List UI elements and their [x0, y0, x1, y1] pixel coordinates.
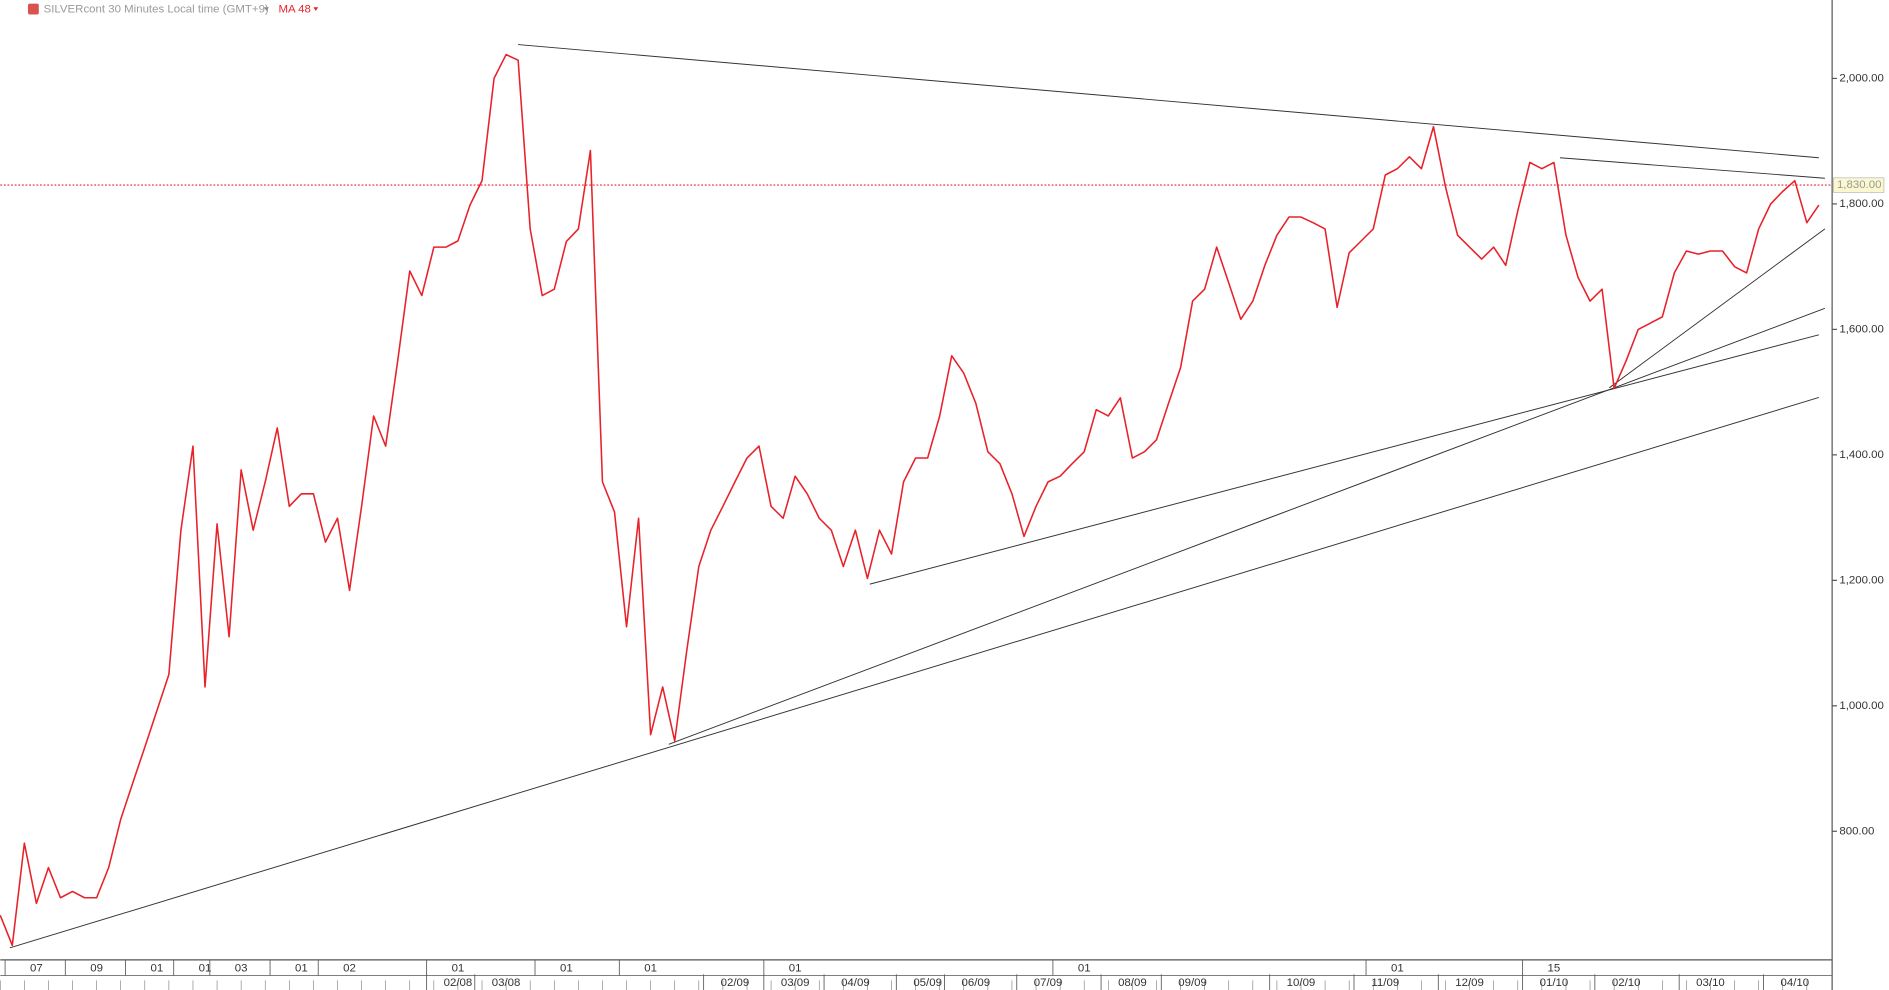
y-tick-label: 1,400.00	[1839, 449, 1884, 461]
symbol-icon[interactable]	[27, 3, 39, 15]
x-tick-label: 10/09	[1287, 977, 1316, 989]
x-tick-label: 01	[452, 962, 465, 974]
dropdown-arrow[interactable]	[313, 7, 319, 11]
trendline[interactable]	[1609, 228, 1826, 389]
y-tick-label: 800.00	[1839, 825, 1874, 837]
x-tick-label: 01	[1391, 962, 1404, 974]
trendline[interactable]	[869, 334, 1820, 585]
last-price-box	[1833, 177, 1885, 193]
x-tick-label: 03/09	[781, 977, 810, 989]
x-tick-label: 09/09	[1178, 977, 1207, 989]
trendline[interactable]	[668, 307, 1826, 745]
x-tick-label: 09	[90, 962, 103, 974]
x-tick-label: 01/10	[1540, 977, 1569, 989]
x-tick-label: 04/10	[1780, 977, 1809, 989]
ma-line	[0, 53, 1820, 947]
x-tick-label: 07	[30, 962, 43, 974]
x-tick-label: 02/10	[1612, 977, 1641, 989]
y-tick-label: 1,200.00	[1839, 574, 1884, 586]
trendline[interactable]	[518, 44, 1819, 159]
last-price-label: 1,830.00	[1837, 179, 1882, 191]
x-tick-label: 06/09	[962, 977, 991, 989]
x-tick-label: 07/09	[1034, 977, 1063, 989]
y-tick-label: 1,600.00	[1839, 323, 1884, 335]
chart-title[interactable]: SILVERcont 30 Minutes Local time (GMT+9)	[44, 4, 269, 16]
x-tick-label: 11/09	[1371, 977, 1399, 989]
x-tick-label: 03	[235, 962, 248, 974]
x-tick-label: 15	[1548, 962, 1561, 974]
x-tick-label: 02	[343, 962, 356, 974]
y-tick-label: 1,000.00	[1839, 700, 1884, 712]
x-tick-label: 01	[1078, 962, 1091, 974]
x-tick-label: 01	[199, 962, 212, 974]
trendline[interactable]	[9, 396, 1820, 949]
x-tick-label: 02/08	[444, 977, 473, 989]
trendlines	[9, 44, 1826, 949]
y-tick-label: 2,000.00	[1839, 72, 1884, 84]
x-tick-label: 03/10	[1696, 977, 1725, 989]
x-tick-label: 01	[789, 962, 802, 974]
x-tick-label: 03/08	[492, 977, 521, 989]
x-tick-label: 01	[150, 962, 163, 974]
trendline[interactable]	[1559, 157, 1825, 179]
x-tick-label: 05/09	[913, 977, 942, 989]
y-tick-label: 1,800.00	[1839, 198, 1884, 210]
dropdown-arrow[interactable]	[264, 7, 269, 11]
x-tick-label: 01	[644, 962, 657, 974]
x-tick-label: 08/09	[1118, 977, 1147, 989]
x-tick-label: 01	[295, 962, 308, 974]
x-tick-label: 04/09	[841, 977, 870, 989]
legend-entry[interactable]: MA 48	[278, 4, 310, 16]
x-tick-label: 01	[560, 962, 573, 974]
x-tick-label: 12/09	[1455, 977, 1484, 989]
x-tick-label: 02/09	[721, 977, 750, 989]
